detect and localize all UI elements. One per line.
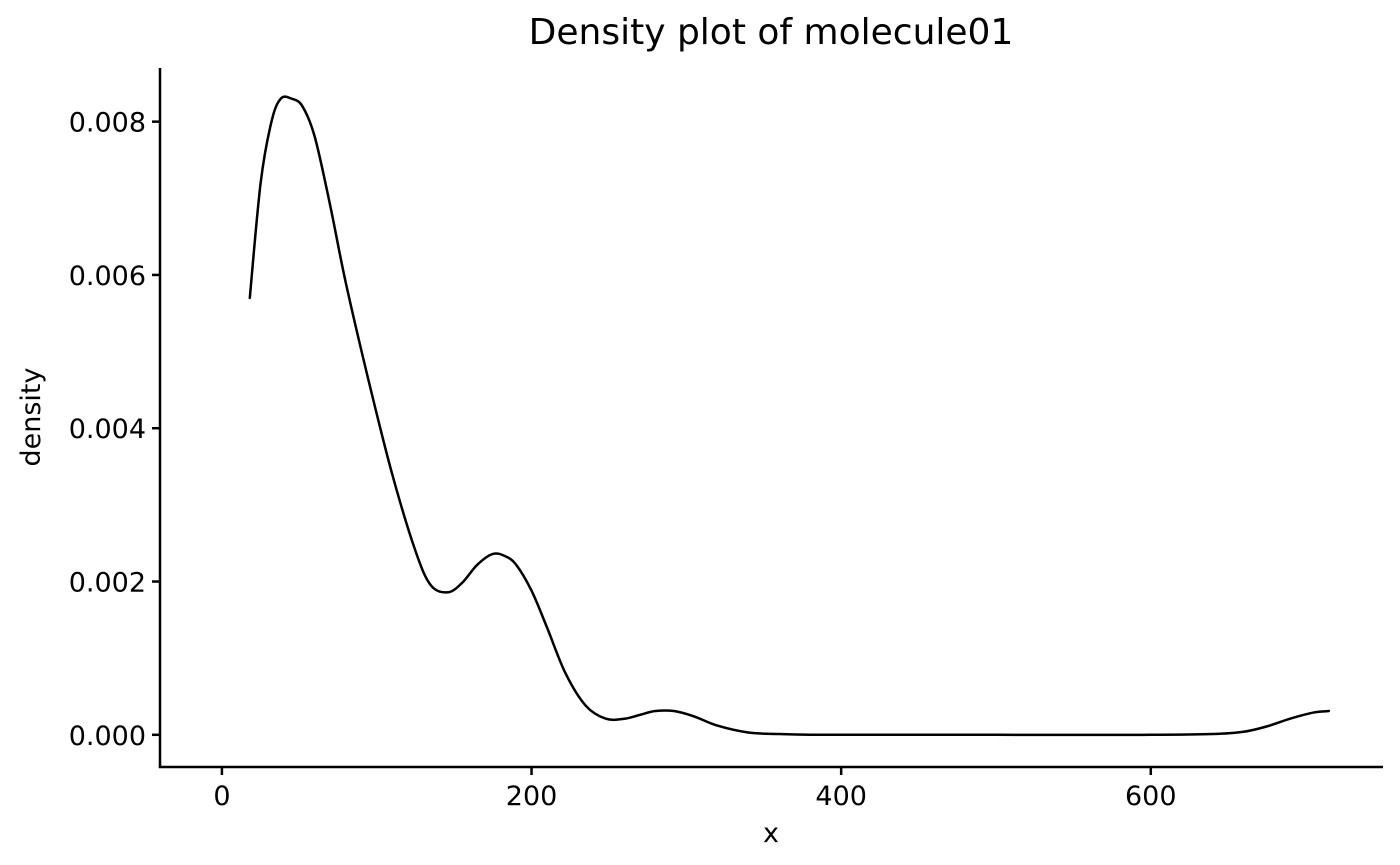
y-axis-ticks: 0.000 0.002 0.004 0.006 0.008 [69, 108, 160, 752]
y-tick-label: 0.000 [69, 721, 146, 752]
density-curve [248, 95, 1331, 737]
y-axis-title: density [16, 367, 47, 466]
chart-title: Density plot of molecule01 [529, 12, 1014, 53]
x-tick-label: 400 [815, 781, 867, 812]
x-axis-ticks: 0 200 400 600 [213, 767, 1177, 812]
x-tick-label: 600 [1125, 781, 1177, 812]
y-tick-label: 0.004 [69, 414, 146, 445]
y-tick-label: 0.006 [69, 261, 146, 292]
x-tick-label: 200 [506, 781, 558, 812]
x-axis-title: x [763, 818, 779, 849]
x-tick-label: 0 [213, 781, 230, 812]
y-tick-label: 0.002 [69, 568, 146, 599]
y-tick-label: 0.008 [69, 108, 146, 139]
